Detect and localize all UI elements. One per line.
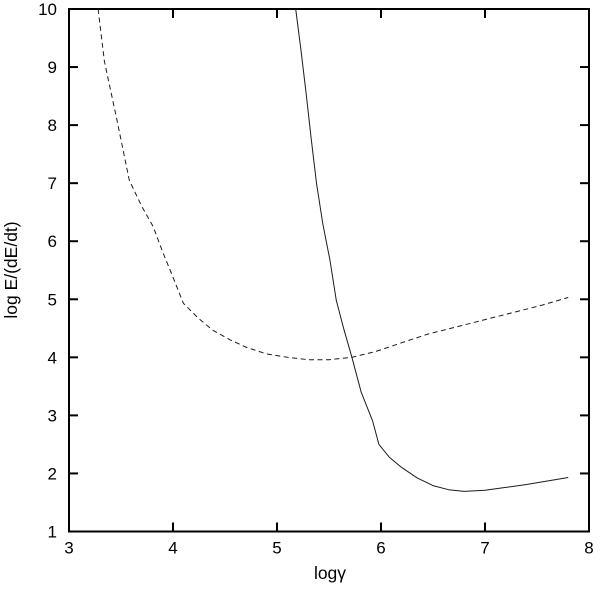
x-tick-label: 5: [272, 539, 281, 558]
y-tick-label: 4: [48, 348, 57, 367]
y-tick-label: 5: [48, 290, 57, 309]
x-tick-label: 6: [376, 539, 385, 558]
x-tick-label: 8: [584, 539, 593, 558]
dashed-curve-line: [97, 8, 569, 361]
series-layer: [97, 8, 569, 492]
x-tick-label: 3: [64, 539, 73, 558]
y-tick-label: 8: [48, 116, 57, 135]
y-tick-label: 7: [48, 174, 57, 193]
tick-label-layer: 3 4 5 6 7 8 1 2 3 4 5 6 7 8 9 10: [38, 0, 594, 558]
y-tick-label: 9: [48, 58, 57, 77]
y-axis-label: log E/(dE/dt): [1, 221, 21, 318]
plot-border: [68, 8, 590, 533]
y-tick-label: 3: [48, 406, 57, 425]
x-tick-label: 4: [168, 539, 177, 558]
y-tick-label: 2: [48, 464, 57, 483]
y-tick-label: 6: [48, 232, 57, 251]
y-tick-label: 10: [38, 0, 57, 19]
x-axis-label: logγ: [314, 563, 346, 583]
x-tick-label: 7: [480, 539, 489, 558]
plot-frame-layer: [68, 8, 590, 533]
y-tick-label: 1: [48, 523, 57, 542]
solid-curve-line: [295, 8, 569, 492]
